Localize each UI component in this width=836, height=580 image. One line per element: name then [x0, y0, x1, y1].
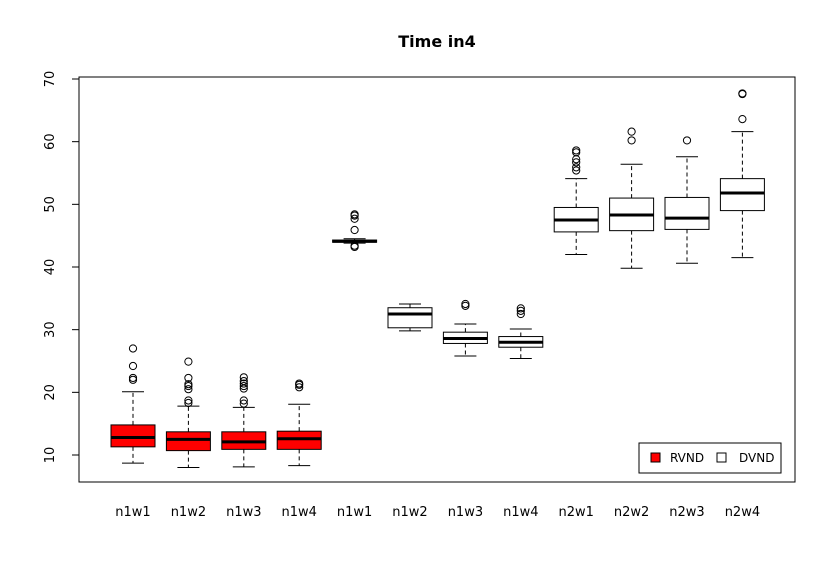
x-tick-label: n1w2: [392, 505, 427, 520]
box-dvnd-n2w4: [719, 89, 765, 259]
outlier-point: [128, 344, 138, 353]
outlier-point: [738, 115, 747, 124]
legend-frame: [638, 442, 782, 474]
y-tick-label: 60: [43, 133, 58, 150]
iqr-box: [664, 196, 710, 230]
iqr-box: [165, 431, 211, 452]
legend-label-dvnd: DVND: [739, 451, 774, 465]
plot-frame: [78, 76, 796, 483]
x-tick-label: n1w1: [337, 505, 372, 520]
iqr-box: [110, 424, 156, 448]
outlier-point: [184, 380, 193, 389]
outlier-point: [572, 163, 581, 172]
outlier-point: [239, 379, 248, 388]
box-dvnd-n1w3: [442, 299, 488, 357]
outlier-point: [516, 309, 525, 319]
box-series: [110, 89, 765, 469]
box-rvnd-n1w3: [221, 373, 267, 468]
box-dvnd-n2w1: [553, 146, 599, 255]
outlier-point: [682, 136, 692, 145]
y-axis: 10 20 30 40 50 60 70: [43, 71, 80, 464]
box-rvnd-n1w4: [276, 379, 322, 467]
iqr-box: [719, 178, 765, 212]
outlier-point: [516, 306, 525, 315]
x-tick-label: n1w4: [503, 505, 538, 520]
outlier-point: [239, 373, 248, 382]
outlier-point: [239, 396, 248, 405]
iqr-box: [387, 307, 433, 329]
y-tick-label: 40: [43, 259, 58, 276]
x-tick-label: n1w2: [171, 505, 206, 520]
outlier-point: [184, 385, 193, 394]
box-dvnd-n1w4: [498, 304, 544, 359]
box-dvnd-n1w2: [387, 303, 433, 332]
outlier-point: [239, 376, 248, 386]
x-tick-label: n1w1: [115, 505, 150, 520]
outlier-point: [128, 373, 138, 383]
x-tick-label: n1w4: [281, 505, 316, 520]
legend-swatch-dvnd: [716, 452, 727, 463]
y-tick-label: 50: [43, 196, 58, 213]
x-axis-labels: n1w1 n1w2 n1w3 n1w4 n1w1 n1w2 n1w3 n1w4 n2w1 n2w2…: [115, 505, 760, 520]
y-tick-label: 20: [43, 384, 58, 401]
outlier-point: [572, 158, 581, 167]
x-tick-label: n2w3: [669, 505, 704, 520]
x-tick-label: n2w4: [725, 505, 760, 520]
outlier-point: [627, 127, 636, 136]
x-tick-label: n1w3: [226, 505, 261, 520]
iqr-box: [276, 430, 322, 450]
y-tick-label: 30: [43, 321, 58, 338]
outlier-point: [461, 299, 470, 309]
y-tick-label: 70: [43, 71, 58, 88]
outlier-point: [184, 373, 193, 383]
outlier-point: [239, 381, 248, 391]
x-tick-label: n2w1: [558, 505, 593, 520]
legend-swatch-rvnd: [650, 452, 661, 463]
outlier-point: [184, 396, 193, 405]
outlier-point: [350, 210, 359, 219]
outlier-point: [295, 379, 304, 388]
y-tick-label: 10: [43, 447, 58, 464]
x-tick-label: n1w3: [448, 505, 483, 520]
outlier-point: [350, 225, 359, 235]
legend-label-rvnd: RVND: [670, 451, 704, 465]
outlier-point: [184, 398, 193, 408]
box-rvnd-n1w2: [165, 357, 211, 469]
outlier-point: [738, 89, 747, 98]
box-dvnd-n1w1: [332, 210, 378, 252]
outlier-point: [239, 399, 248, 408]
outlier-point: [572, 146, 581, 155]
outlier-point: [350, 214, 359, 223]
legend: RVND DVND: [638, 442, 782, 474]
chart-title: Time in4: [398, 32, 476, 51]
x-tick-label: n2w2: [614, 505, 649, 520]
box-rvnd-n1w1: [110, 344, 156, 464]
outlier-point: [128, 361, 138, 371]
outlier-point: [184, 357, 193, 366]
box-dvnd-n2w2: [609, 127, 655, 269]
outlier-point: [627, 136, 636, 145]
outlier-point: [516, 304, 525, 313]
outlier-point: [572, 166, 581, 175]
box-dvnd-n2w3: [664, 136, 710, 264]
outlier-point: [295, 383, 304, 392]
outlier-point: [350, 241, 359, 250]
